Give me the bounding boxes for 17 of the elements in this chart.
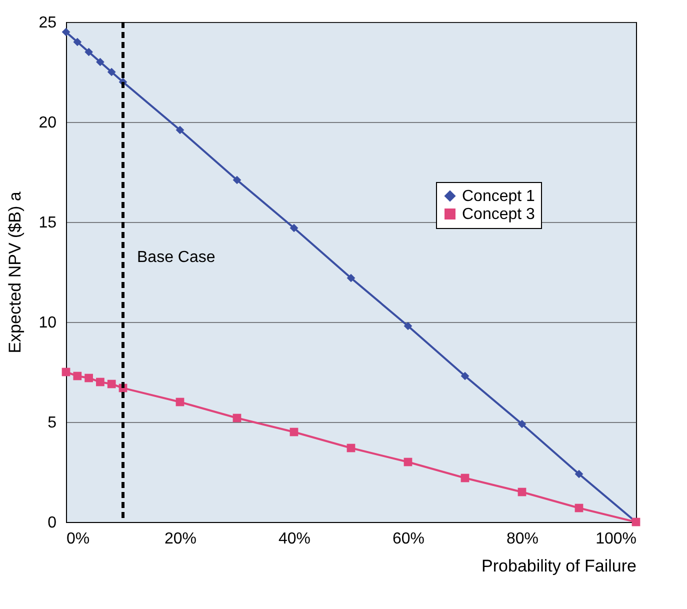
- x-axis-title: Probability of Failure: [482, 556, 636, 576]
- legend-label: Concept 1: [462, 188, 536, 205]
- x-tick-label: 80%: [506, 530, 539, 548]
- y-tick-label: 20: [38, 114, 57, 132]
- y-tick-label: 10: [38, 314, 57, 332]
- ref-line-label: Base Case: [137, 249, 216, 266]
- y-tick-label: 0: [48, 514, 57, 532]
- y-axis-title: Expected NPV ($B) a: [6, 191, 25, 354]
- y-tick-label: 15: [38, 214, 57, 232]
- x-tick-label: 40%: [278, 530, 311, 548]
- y-tick-label: 25: [38, 14, 57, 32]
- x-tick-label: 100%: [596, 530, 636, 548]
- x-tick-label: 20%: [164, 530, 197, 548]
- x-tick-label: 60%: [392, 530, 425, 548]
- x-tick-label: 0%: [66, 530, 90, 548]
- legend-label: Concept 3: [462, 206, 536, 223]
- y-tick-label: 5: [48, 414, 57, 432]
